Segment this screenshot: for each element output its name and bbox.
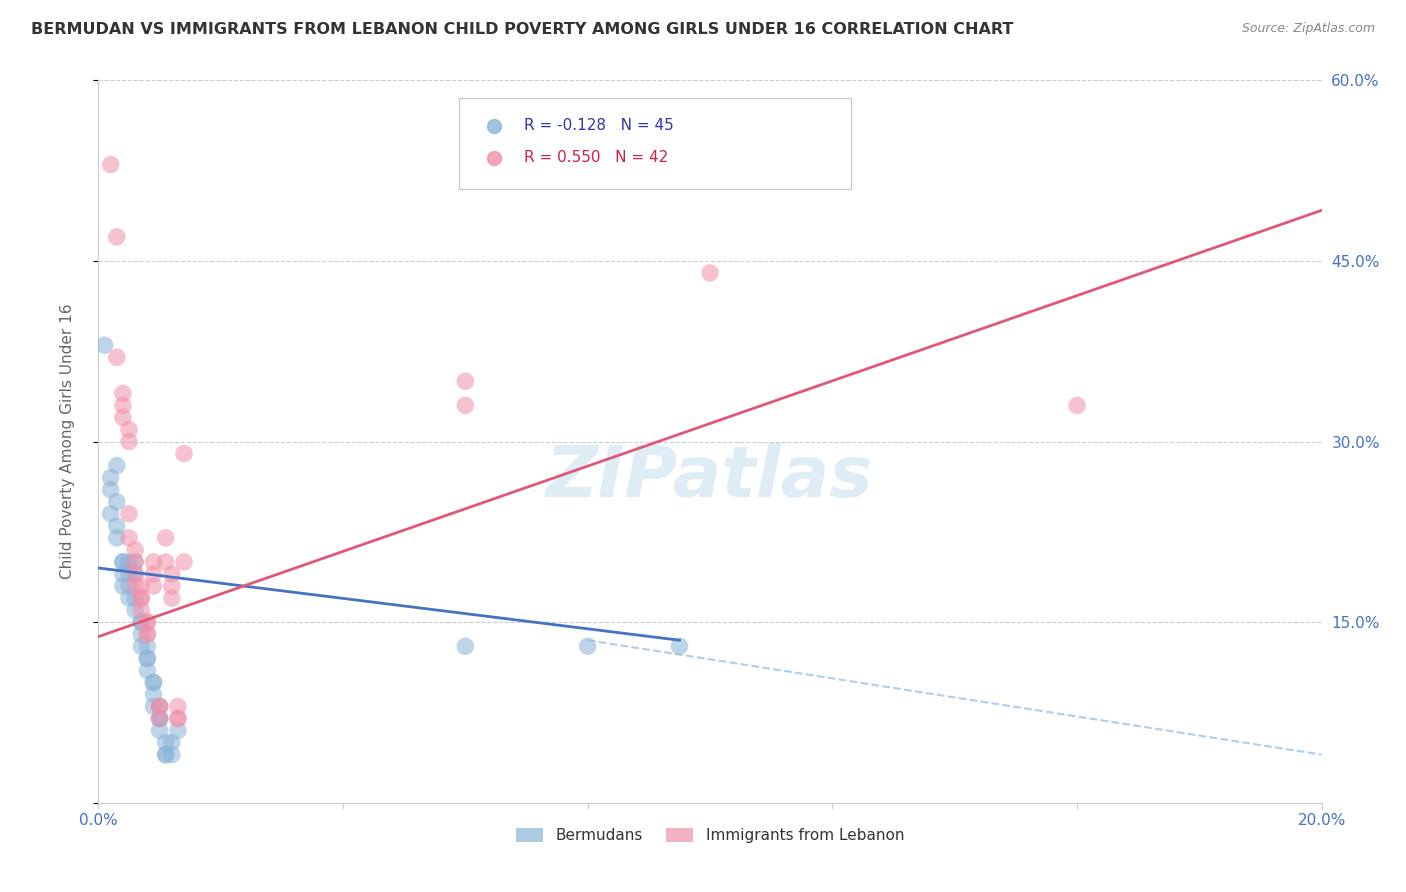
Point [149,712,172,726]
Point [167,712,190,726]
Point [155,555,177,569]
Point [155,747,177,762]
Point [149,699,172,714]
Point [136,627,159,641]
Point [118,579,141,593]
Point [142,675,165,690]
Point [118,567,141,582]
Point [160,579,183,593]
Point [167,723,190,738]
Point [124,567,146,582]
Point [100,470,122,484]
Point [142,579,165,593]
Point [100,157,122,171]
Point [142,555,165,569]
Point [136,651,159,665]
Point [136,627,159,641]
Legend: Bermudans, Immigrants from Lebanon: Bermudans, Immigrants from Lebanon [510,822,910,849]
Point [136,651,159,665]
Point [136,615,159,630]
FancyBboxPatch shape [460,98,851,189]
Point [129,615,152,630]
Point [118,507,141,521]
Point [111,555,134,569]
Point [129,591,152,605]
Point [111,410,134,425]
Point [124,542,146,557]
Point [118,422,141,436]
Point [129,639,152,653]
Point [167,699,190,714]
Point [668,639,690,653]
Text: BERMUDAN VS IMMIGRANTS FROM LEBANON CHILD POVERTY AMONG GIRLS UNDER 16 CORRELATI: BERMUDAN VS IMMIGRANTS FROM LEBANON CHIL… [31,22,1014,37]
Point [105,350,128,364]
Point [142,687,165,701]
Point [454,639,477,653]
Point [160,591,183,605]
Point [129,615,152,630]
Y-axis label: Child Poverty Among Girls Under 16: Child Poverty Among Girls Under 16 [60,304,75,579]
Point [118,555,141,569]
Point [576,639,599,653]
Point [160,567,183,582]
Point [136,664,159,678]
Point [142,675,165,690]
Point [136,639,159,653]
Point [100,483,122,497]
Point [111,386,134,401]
Point [93,338,115,352]
Point [454,398,477,412]
Point [129,591,152,605]
Point [149,699,172,714]
Point [124,579,146,593]
Point [124,555,146,569]
Point [111,579,134,593]
Point [149,712,172,726]
Point [118,591,141,605]
Point [155,735,177,749]
Point [149,712,172,726]
Text: R = 0.550   N = 42: R = 0.550 N = 42 [524,150,668,165]
Point [124,603,146,617]
Point [1066,398,1088,412]
Point [124,567,146,582]
Point [111,398,134,412]
Point [129,603,152,617]
Point [129,627,152,641]
Point [111,555,134,569]
Point [118,531,141,545]
Point [699,266,721,280]
Point [111,567,134,582]
Point [167,712,190,726]
Point [105,494,128,508]
Point [454,374,477,388]
Point [160,747,183,762]
Point [118,434,141,449]
Point [105,531,128,545]
Point [129,579,152,593]
Point [160,735,183,749]
Point [105,458,128,473]
Text: Source: ZipAtlas.com: Source: ZipAtlas.com [1241,22,1375,36]
Text: R = -0.128   N = 45: R = -0.128 N = 45 [524,119,673,133]
Point [124,555,146,569]
Point [124,591,146,605]
Point [173,555,195,569]
Point [105,230,128,244]
Point [155,747,177,762]
Point [136,615,159,630]
Point [142,567,165,582]
Point [142,699,165,714]
Point [173,446,195,460]
Point [105,518,128,533]
Text: ZIPatlas: ZIPatlas [547,443,873,512]
Point [149,723,172,738]
Point [155,531,177,545]
Point [149,699,172,714]
Point [100,507,122,521]
